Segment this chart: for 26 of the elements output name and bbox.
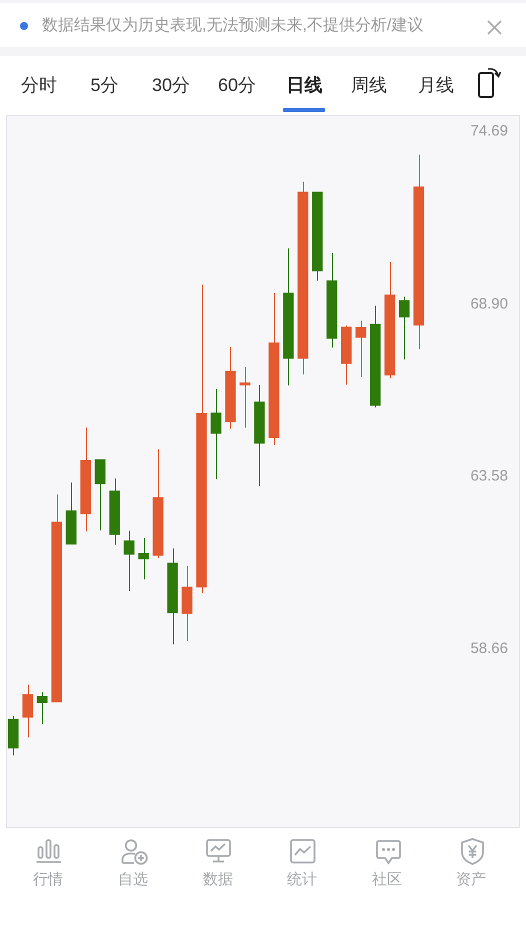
text: 5分 — [90, 74, 119, 97]
candlestick — [124, 530, 134, 592]
text: 日线 — [286, 74, 322, 97]
text: 社区 — [372, 870, 402, 890]
text: 周线 — [351, 74, 387, 97]
text: 数据 — [203, 870, 233, 890]
text: 统计 — [287, 870, 317, 890]
y-tick-label: 74.69 — [470, 122, 508, 140]
candlestick — [36, 692, 48, 725]
candlestick — [210, 388, 222, 480]
text: 月线 — [418, 74, 454, 97]
candlestick — [356, 320, 366, 378]
candlestick — [138, 537, 149, 580]
candlestick — [22, 684, 34, 738]
y-tick-label: 68.90 — [470, 295, 508, 312]
text: 资产 — [456, 870, 486, 890]
y-tick-label: 58.66 — [470, 640, 508, 658]
text: 30分 — [152, 74, 190, 97]
y-tick-label: 63.58 — [470, 468, 508, 485]
text: 自选 — [118, 870, 148, 890]
candlestick — [240, 366, 250, 428]
candlestick — [398, 296, 410, 360]
text: 分时 — [21, 74, 57, 97]
text: 行情 — [33, 870, 63, 890]
text: 数据结果仅为历史表现,无法预测未来,不提供分析/建议 — [42, 16, 424, 36]
text: 60分 — [218, 74, 256, 97]
